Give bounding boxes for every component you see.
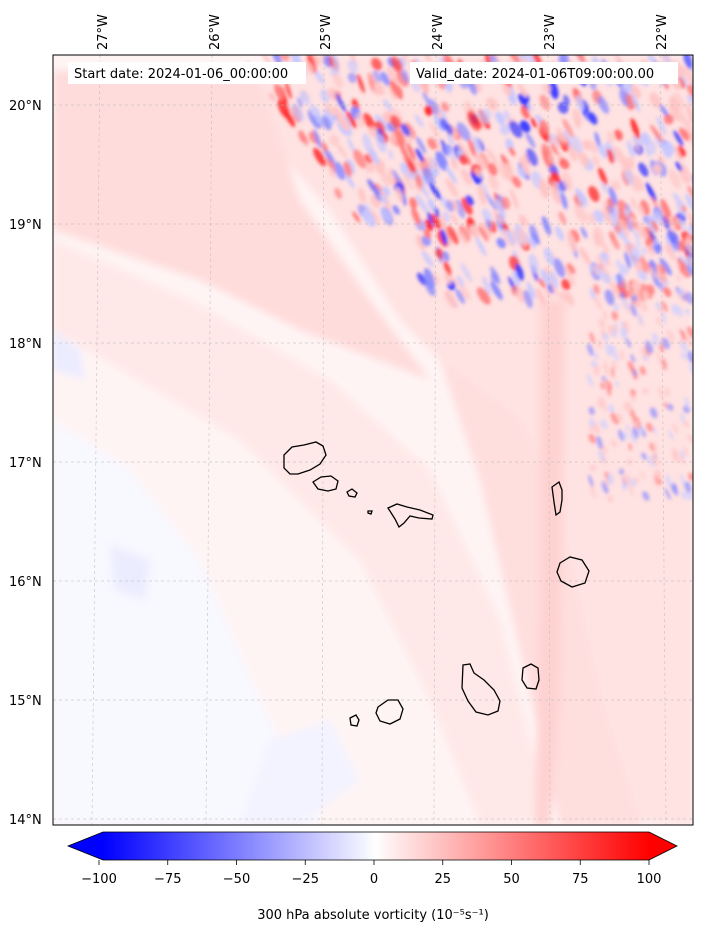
colorbar-tick-label: −25	[292, 872, 319, 887]
colorbar-gradient	[103, 832, 649, 860]
map-frame	[52, 54, 694, 826]
colorbar-tick-label: 75	[572, 872, 589, 887]
map-panel	[53, 55, 693, 825]
colorbar-extend-high	[649, 832, 677, 860]
island-boa-vista	[556, 556, 590, 588]
lat-label-14n: 14°N	[9, 813, 42, 828]
lon-label-23w: 23°W	[543, 14, 558, 50]
valid-date-label: Valid_date: 2024-01-06T09:00:00.00	[416, 67, 654, 82]
lon-label-24w: 24°W	[431, 14, 446, 50]
lat-label-19n: 19°N	[9, 218, 42, 233]
island-brava	[349, 714, 360, 727]
lon-label-27w: 27°W	[96, 14, 111, 50]
colorbar-tick-label: 100	[637, 872, 662, 887]
lat-label-20n: 20°N	[9, 99, 42, 114]
colorbar-outline	[66, 831, 678, 861]
lat-label-17n: 17°N	[9, 456, 42, 471]
island-santo-antao	[283, 441, 327, 475]
colorbar-ticks: −100 −75 −50 −25 0 25 50 75 100	[81, 860, 661, 887]
lon-label-22w: 22°W	[655, 14, 670, 50]
lon-label-25w: 25°W	[319, 14, 334, 50]
map-gridlines	[53, 55, 693, 825]
valid-date-box	[410, 62, 678, 84]
island-maio	[521, 663, 540, 690]
colorbar-tick-label: −75	[154, 872, 181, 887]
island-sao-nicolau	[387, 503, 434, 529]
island-sal	[551, 480, 563, 517]
colorbar-tick-label: 50	[503, 872, 520, 887]
island-santa-luzia	[346, 488, 358, 498]
island-santiago	[461, 663, 501, 716]
colorbar-tick-label: 25	[434, 872, 451, 887]
colorbar-tick-label: −50	[223, 872, 250, 887]
longitude-labels: 27°W 26°W 25°W 24°W 23°W 22°W	[96, 14, 670, 50]
start-date-label: Start date: 2024-01-06_00:00:00	[74, 67, 288, 82]
colorbar-tick-label: 0	[370, 872, 378, 887]
lat-label-18n: 18°N	[9, 337, 42, 352]
colorbar-tick-label: −100	[81, 872, 117, 887]
lon-label-26w: 26°W	[208, 14, 223, 50]
colorbar: −100 −75 −50 −25 0 25 50 75 100 300 hPa absolute…	[66, 831, 678, 923]
island-sao-vicente	[312, 475, 339, 492]
colorbar-label: 300 hPa absolute vorticity (10⁻⁵s⁻¹)	[257, 908, 489, 923]
island-fogo	[375, 699, 404, 725]
small-scale-vorticity-noise	[247, 55, 693, 503]
latitude-labels: 20°N 19°N 18°N 17°N 16°N 15°N 14°N	[9, 99, 42, 828]
island-branco	[367, 510, 373, 515]
colorbar-extend-low	[68, 832, 103, 860]
coastlines	[283, 441, 590, 727]
start-date-box	[68, 62, 306, 84]
lat-label-15n: 15°N	[9, 694, 42, 709]
lat-label-16n: 16°N	[9, 575, 42, 590]
